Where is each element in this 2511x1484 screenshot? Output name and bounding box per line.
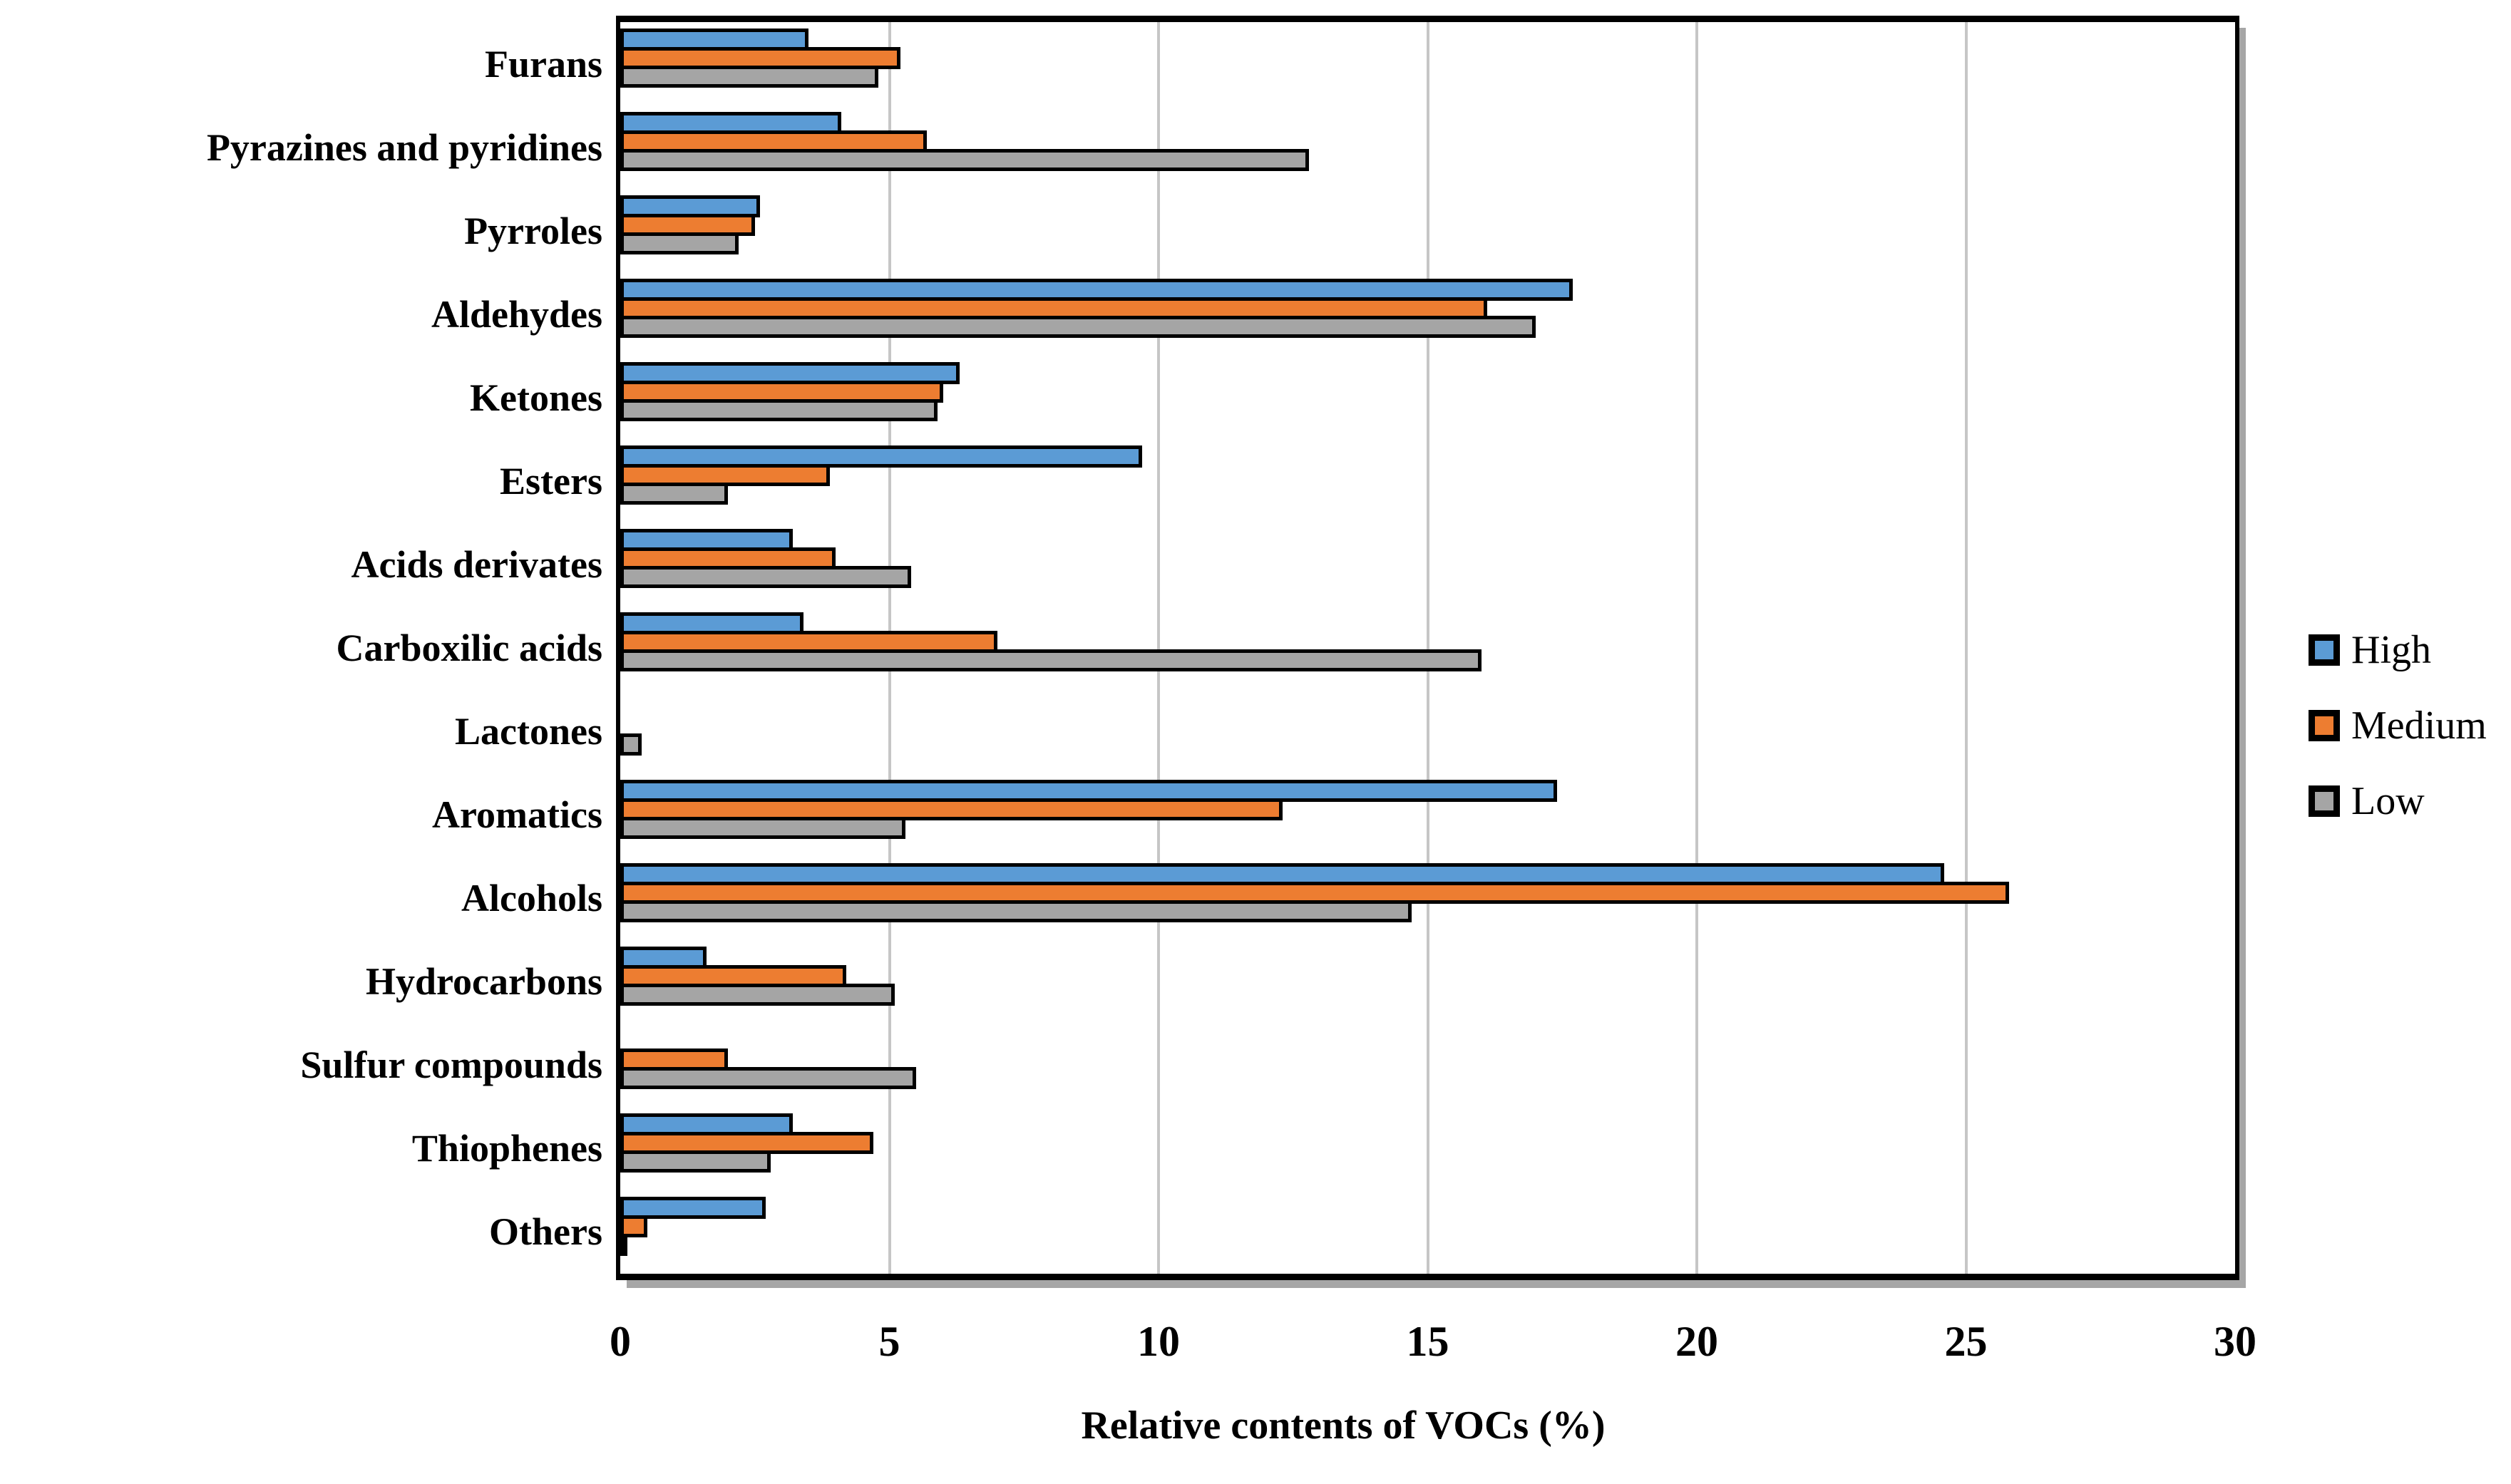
category-label-lactones: Lactones [455, 710, 602, 753]
legend-label-medium: Medium [2351, 704, 2487, 748]
category-label-ketones: Ketones [470, 376, 602, 419]
category-label-alcohols: Alcohols [461, 877, 602, 920]
gridline-20 [1695, 22, 1698, 1274]
bar-low-alcohols [620, 900, 1412, 922]
bar-low-esters [620, 483, 728, 505]
bar-medium-aromatics [620, 798, 1283, 820]
legend-item-medium: Medium [2309, 706, 2487, 746]
category-label-aromatics: Aromatics [432, 793, 602, 837]
category-label-esters: Esters [500, 459, 602, 503]
category-label-hydrocarbons: Hydrocarbons [365, 960, 602, 1004]
bar-low-others [620, 1233, 627, 1256]
plot-area [616, 16, 2239, 1280]
bar-low-thiophenes [620, 1150, 771, 1173]
bar-low-pyrazines-and-pyridines [620, 149, 1310, 172]
category-label-pyrroles: Pyrroles [464, 209, 602, 252]
category-label-thiophenes: Thiophenes [411, 1127, 602, 1170]
legend-item-low: Low [2309, 781, 2487, 821]
bar-low-hydrocarbons [620, 983, 895, 1006]
x-tick-30: 30 [2214, 1318, 2256, 1365]
bar-high-esters [620, 445, 1143, 468]
bar-medium-pyrazines-and-pyridines [620, 130, 928, 153]
legend-label-high: High [2351, 628, 2431, 672]
gridline-15 [1426, 22, 1429, 1274]
category-label-acids-derivates: Acids derivates [351, 542, 602, 586]
bar-low-lactones [620, 733, 642, 756]
bar-low-sulfur-compounds [620, 1066, 917, 1089]
category-label-furans: Furans [484, 42, 602, 86]
x-tick-5: 5 [878, 1318, 900, 1365]
bar-medium-sulfur-compounds [620, 1048, 728, 1071]
legend: High Medium Low [2309, 630, 2487, 821]
bar-low-acids-derivates [620, 566, 911, 589]
legend-marker-high-icon [2309, 634, 2340, 666]
gridline-25 [1964, 22, 1968, 1274]
bar-low-pyrroles [620, 232, 739, 255]
legend-label-low: Low [2351, 779, 2425, 823]
gridline-10 [1157, 22, 1160, 1274]
bar-medium-pyrroles [620, 214, 755, 237]
x-tick-20: 20 [1675, 1318, 1718, 1365]
category-label-pyrazines-and-pyridines: Pyrazines and pyridines [206, 125, 602, 169]
x-tick-10: 10 [1137, 1318, 1180, 1365]
category-label-carboxilic-acids: Carboxilic acids [336, 626, 603, 669]
x-tick-15: 15 [1406, 1318, 1449, 1365]
bar-low-aromatics [620, 816, 906, 839]
bar-low-ketones [620, 399, 938, 422]
bar-low-furans [620, 66, 879, 88]
category-label-others: Others [489, 1210, 602, 1254]
bar-medium-others [620, 1215, 647, 1237]
bar-high-others [620, 1196, 766, 1219]
legend-marker-medium-icon [2309, 710, 2340, 741]
category-label-sulfur-compounds: Sulfur compounds [300, 1044, 602, 1087]
x-axis-title: Relative contents of VOCs (%) [1081, 1403, 1606, 1448]
x-tick-25: 25 [1944, 1318, 1988, 1365]
x-tick-0: 0 [610, 1318, 631, 1365]
category-label-aldehydes: Aldehydes [431, 292, 602, 336]
legend-item-high: High [2309, 630, 2487, 670]
legend-marker-low-icon [2309, 785, 2340, 817]
bar-low-aldehydes [620, 316, 1536, 339]
bar-low-carboxilic-acids [620, 649, 1482, 672]
